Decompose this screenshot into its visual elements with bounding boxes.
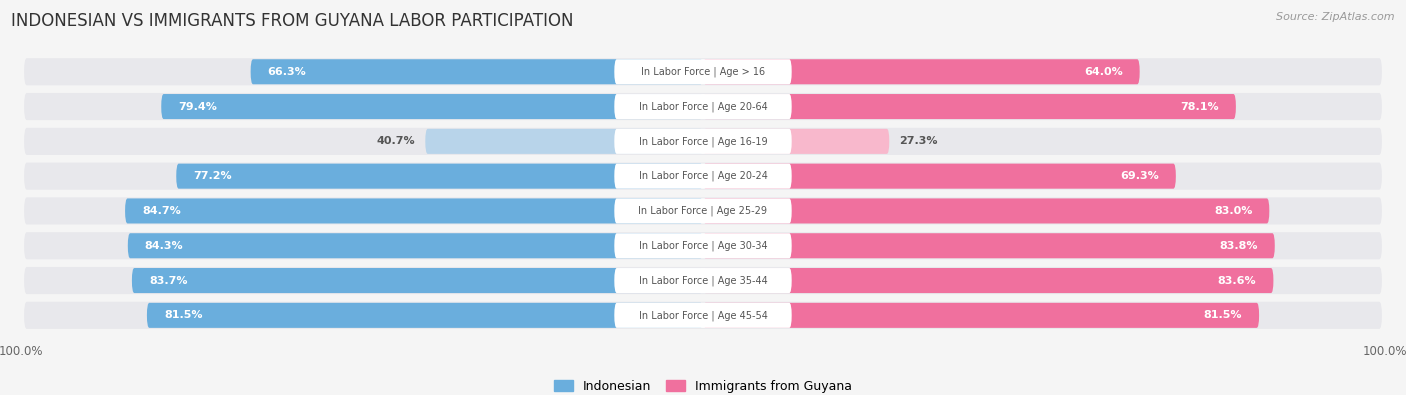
FancyBboxPatch shape bbox=[162, 94, 703, 119]
FancyBboxPatch shape bbox=[703, 303, 1260, 328]
FancyBboxPatch shape bbox=[703, 59, 1140, 84]
FancyBboxPatch shape bbox=[614, 233, 792, 258]
FancyBboxPatch shape bbox=[703, 129, 889, 154]
Text: 78.1%: 78.1% bbox=[1180, 102, 1219, 111]
FancyBboxPatch shape bbox=[250, 59, 703, 84]
FancyBboxPatch shape bbox=[24, 163, 1382, 190]
FancyBboxPatch shape bbox=[703, 164, 1175, 189]
FancyBboxPatch shape bbox=[703, 268, 1274, 293]
Text: 84.3%: 84.3% bbox=[145, 241, 184, 251]
Text: 83.6%: 83.6% bbox=[1218, 276, 1257, 286]
FancyBboxPatch shape bbox=[176, 164, 703, 189]
Text: 81.5%: 81.5% bbox=[165, 310, 202, 320]
Text: Source: ZipAtlas.com: Source: ZipAtlas.com bbox=[1277, 12, 1395, 22]
FancyBboxPatch shape bbox=[132, 268, 703, 293]
FancyBboxPatch shape bbox=[614, 59, 792, 84]
Text: 83.0%: 83.0% bbox=[1213, 206, 1253, 216]
FancyBboxPatch shape bbox=[703, 94, 1236, 119]
Text: 27.3%: 27.3% bbox=[900, 136, 938, 147]
FancyBboxPatch shape bbox=[24, 232, 1382, 259]
Text: 83.8%: 83.8% bbox=[1219, 241, 1258, 251]
FancyBboxPatch shape bbox=[146, 303, 703, 328]
FancyBboxPatch shape bbox=[24, 128, 1382, 155]
FancyBboxPatch shape bbox=[614, 129, 792, 154]
Text: 40.7%: 40.7% bbox=[377, 136, 415, 147]
FancyBboxPatch shape bbox=[125, 198, 703, 224]
FancyBboxPatch shape bbox=[24, 302, 1382, 329]
Text: In Labor Force | Age 16-19: In Labor Force | Age 16-19 bbox=[638, 136, 768, 147]
Text: In Labor Force | Age 25-29: In Labor Force | Age 25-29 bbox=[638, 206, 768, 216]
FancyBboxPatch shape bbox=[614, 303, 792, 328]
Text: 84.7%: 84.7% bbox=[142, 206, 181, 216]
Text: 83.7%: 83.7% bbox=[149, 276, 187, 286]
FancyBboxPatch shape bbox=[614, 164, 792, 189]
Text: 79.4%: 79.4% bbox=[179, 102, 217, 111]
FancyBboxPatch shape bbox=[24, 93, 1382, 120]
FancyBboxPatch shape bbox=[614, 94, 792, 119]
Text: In Labor Force | Age > 16: In Labor Force | Age > 16 bbox=[641, 66, 765, 77]
Text: 66.3%: 66.3% bbox=[267, 67, 307, 77]
Text: In Labor Force | Age 30-34: In Labor Force | Age 30-34 bbox=[638, 241, 768, 251]
Text: In Labor Force | Age 20-24: In Labor Force | Age 20-24 bbox=[638, 171, 768, 181]
Text: 64.0%: 64.0% bbox=[1084, 67, 1122, 77]
FancyBboxPatch shape bbox=[703, 233, 1275, 258]
Text: INDONESIAN VS IMMIGRANTS FROM GUYANA LABOR PARTICIPATION: INDONESIAN VS IMMIGRANTS FROM GUYANA LAB… bbox=[11, 12, 574, 30]
FancyBboxPatch shape bbox=[24, 58, 1382, 85]
FancyBboxPatch shape bbox=[614, 198, 792, 224]
FancyBboxPatch shape bbox=[24, 198, 1382, 224]
Text: In Labor Force | Age 20-64: In Labor Force | Age 20-64 bbox=[638, 101, 768, 112]
FancyBboxPatch shape bbox=[614, 268, 792, 293]
FancyBboxPatch shape bbox=[425, 129, 703, 154]
FancyBboxPatch shape bbox=[703, 198, 1270, 224]
Text: 81.5%: 81.5% bbox=[1204, 310, 1241, 320]
FancyBboxPatch shape bbox=[128, 233, 703, 258]
FancyBboxPatch shape bbox=[24, 267, 1382, 294]
Text: 69.3%: 69.3% bbox=[1121, 171, 1159, 181]
Text: In Labor Force | Age 45-54: In Labor Force | Age 45-54 bbox=[638, 310, 768, 321]
Legend: Indonesian, Immigrants from Guyana: Indonesian, Immigrants from Guyana bbox=[550, 375, 856, 395]
Text: In Labor Force | Age 35-44: In Labor Force | Age 35-44 bbox=[638, 275, 768, 286]
Text: 77.2%: 77.2% bbox=[193, 171, 232, 181]
